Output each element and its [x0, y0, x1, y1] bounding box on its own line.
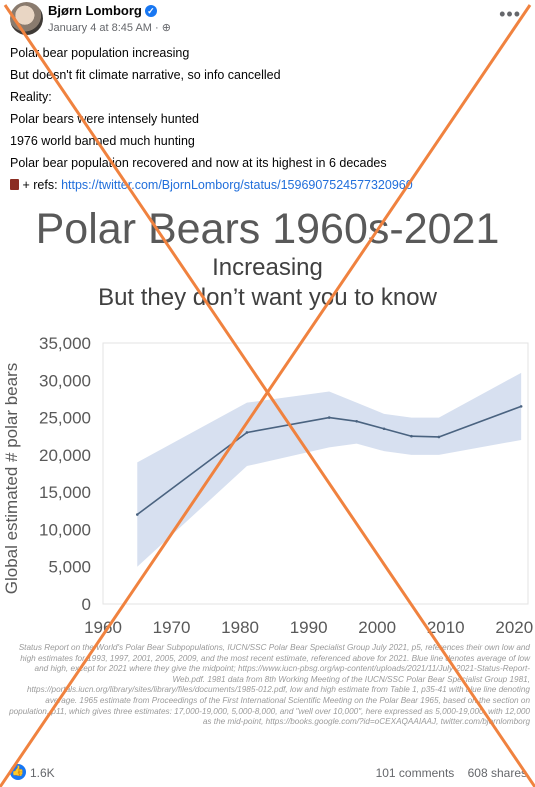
audience-globe-icon[interactable]: · ⊕: [155, 22, 171, 34]
author-name[interactable]: Bjørn Lomborg: [48, 3, 142, 18]
x-tick-label: 1990: [290, 618, 328, 637]
y-tick-label: 20,000: [39, 446, 91, 465]
data-point: [410, 434, 413, 438]
y-tick-label: 30,000: [39, 371, 91, 390]
refs-link[interactable]: https://twitter.com/BjornLomborg/status/…: [61, 178, 413, 192]
refs-prefix: + refs:: [22, 178, 58, 192]
post-header: Bjørn Lomborg ✓ January 4 at 8:45 AM · ⊕ …: [0, 0, 535, 40]
like-reaction-icon[interactable]: 👍: [10, 764, 26, 780]
post-text-line: Polar bear population increasing: [10, 46, 190, 60]
x-tick-label: 2000: [358, 618, 396, 637]
post-text-line: Reality:: [10, 90, 52, 104]
author-avatar[interactable]: [10, 2, 43, 35]
population-chart: 0 5,000 10,000 15,000 20,000 25,000 30,000 35,0…: [2, 334, 533, 637]
post-text-line: Polar bears were intensely hunted: [10, 112, 200, 126]
figure-subtitle: Increasing: [212, 254, 323, 281]
author-name-row[interactable]: Bjørn Lomborg ✓: [48, 3, 157, 18]
y-tick-label: 35,000: [39, 334, 91, 353]
y-tick-label: 5,000: [48, 558, 91, 577]
x-tick-label: 1980: [221, 618, 259, 637]
y-tick-label: 10,000: [39, 520, 91, 539]
estimate-range-band: [137, 372, 522, 567]
x-tick-label: 1960: [84, 618, 122, 637]
y-axis-label: Global estimated # polar bears: [2, 363, 21, 595]
verified-badge-icon: ✓: [144, 5, 157, 17]
series-line-segment: [411, 435, 439, 438]
post-footer: 👍 1.6K 101 comments 608 shares: [0, 760, 535, 787]
data-point: [245, 431, 249, 434]
engagement-stats: 101 comments 608 shares: [366, 766, 527, 780]
data-point: [437, 435, 441, 439]
reactions-count[interactable]: 1.6K: [30, 766, 55, 780]
y-tick-label: 0: [82, 595, 91, 614]
figure-subtitle: But they don’t want you to know: [98, 284, 437, 311]
post-text-line: 1976 world banned much hunting: [10, 134, 195, 148]
post-text-line: Polar bear population recovered and now …: [10, 156, 387, 170]
figure-caption: Status Report on the World's Polar Bear …: [9, 643, 530, 727]
data-point: [355, 420, 358, 423]
more-options-icon[interactable]: •••: [499, 4, 521, 24]
post-image[interactable]: Polar Bears 1960s-2021 Increasing But th…: [0, 203, 535, 758]
shares-count[interactable]: 608 shares: [467, 766, 527, 780]
data-point: [382, 427, 386, 431]
refs-line: + refs: https://twitter.com/BjornLomborg…: [10, 178, 413, 192]
book-icon: [10, 179, 19, 190]
x-tick-label: 2010: [427, 618, 465, 637]
post-text-line: But doesn't fit climate narrative, so in…: [10, 68, 281, 82]
data-point: [519, 405, 523, 408]
y-tick-label: 15,000: [39, 483, 91, 502]
x-tick-label: 1970: [153, 618, 191, 637]
y-tick-label: 25,000: [39, 409, 91, 428]
x-tick-label: 2020: [495, 618, 533, 637]
post-timestamp[interactable]: January 4 at 8:45 AM: [48, 22, 152, 34]
data-point: [135, 513, 139, 516]
figure-title: Polar Bears 1960s-2021: [35, 205, 500, 253]
comments-count[interactable]: 101 comments: [375, 766, 455, 780]
post-timestamp-row: January 4 at 8:45 AM · ⊕: [48, 21, 171, 34]
data-point: [327, 416, 331, 419]
